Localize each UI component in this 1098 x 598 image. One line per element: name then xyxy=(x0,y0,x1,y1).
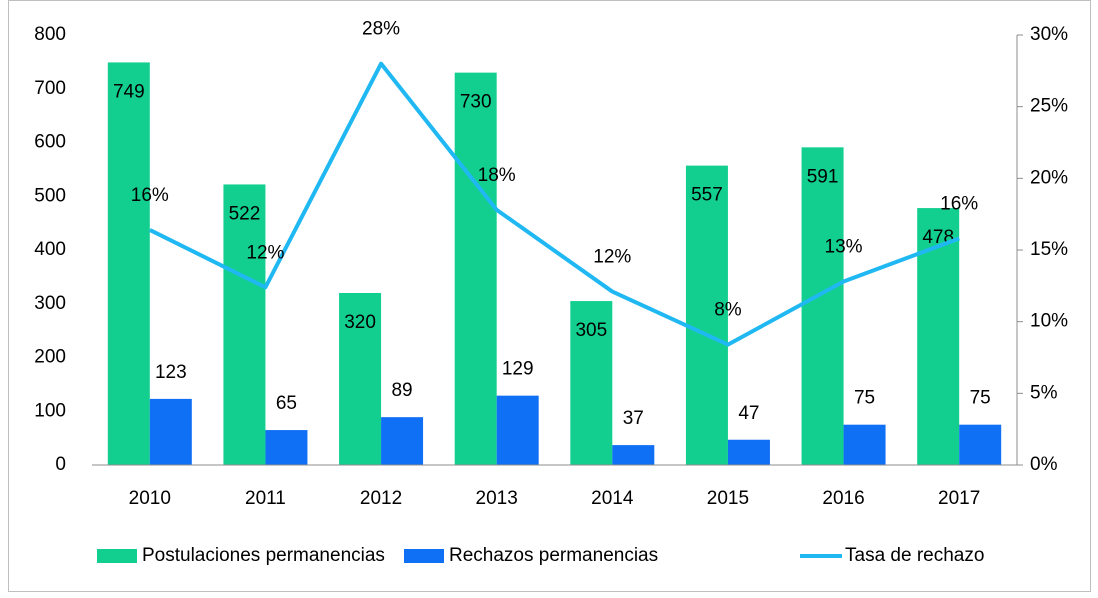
bar-value-label: 123 xyxy=(155,362,187,383)
y2-tick-label: 10% xyxy=(1030,311,1068,332)
legend-swatch xyxy=(97,549,137,563)
x-tick-label: 2010 xyxy=(129,488,171,509)
x-tick-label: 2014 xyxy=(591,488,634,509)
y-tick-label: 300 xyxy=(34,293,66,314)
bar xyxy=(223,184,266,466)
y2-tick-label: 0% xyxy=(1030,454,1058,475)
bar-value-label: 320 xyxy=(344,312,376,333)
y-tick-label: 800 xyxy=(34,24,66,45)
line-value-label: 16% xyxy=(131,185,169,206)
legend-label: Rechazos permanencias xyxy=(449,545,658,566)
line-value-label: 12% xyxy=(246,242,284,263)
bar xyxy=(801,147,844,465)
bar-value-label: 730 xyxy=(460,92,492,113)
bar xyxy=(843,424,886,465)
bar xyxy=(570,301,613,465)
x-tick-label: 2016 xyxy=(822,488,864,509)
bar xyxy=(381,417,424,465)
bar xyxy=(727,439,770,465)
bar-value-label: 75 xyxy=(970,388,991,409)
x-tick-label: 2011 xyxy=(245,488,286,509)
bar-value-label: 305 xyxy=(575,320,607,341)
bar-value-label: 129 xyxy=(502,359,534,380)
line-value-label: 18% xyxy=(478,165,516,186)
bar-value-label: 522 xyxy=(229,203,261,224)
line xyxy=(148,61,960,347)
y-tick-label: 0 xyxy=(55,454,66,475)
x-tick-label: 2017 xyxy=(938,488,980,509)
y2-tick-label: 15% xyxy=(1030,239,1068,260)
bar-value-label: 749 xyxy=(113,81,145,102)
y2-tick-label: 20% xyxy=(1030,167,1068,188)
x-tick-label: 2015 xyxy=(707,488,749,509)
legend-swatch xyxy=(404,549,444,563)
bar-value-label: 37 xyxy=(623,408,644,429)
bar-value-label: 591 xyxy=(807,166,839,187)
line-value-label: 28% xyxy=(362,19,400,40)
legend-label: Tasa de rechazo xyxy=(845,545,984,566)
bar-value-label: 75 xyxy=(854,388,875,409)
bar xyxy=(959,424,1002,465)
bar xyxy=(612,445,655,465)
line-value-label: 16% xyxy=(940,194,978,215)
x-tick-label: 2013 xyxy=(476,488,518,509)
y2-tick-label: 30% xyxy=(1030,24,1068,45)
legend-label: Postulaciones permanencias xyxy=(142,545,385,566)
chart-border xyxy=(8,0,1091,592)
line-value-label: 13% xyxy=(825,237,863,258)
line-value-label: 8% xyxy=(714,300,742,321)
line-value-label: 12% xyxy=(593,247,631,268)
y-tick-label: 100 xyxy=(34,400,66,421)
x-tick-label: 2012 xyxy=(360,488,402,509)
bar xyxy=(339,293,382,465)
y-tick-label: 700 xyxy=(34,78,66,99)
y2-tick-label: 25% xyxy=(1030,96,1068,117)
y-tick-label: 500 xyxy=(34,185,66,206)
bar-value-label: 557 xyxy=(691,185,723,206)
bar xyxy=(149,398,192,465)
bar xyxy=(685,165,728,466)
y-tick-label: 600 xyxy=(34,132,66,153)
bar xyxy=(454,72,497,465)
bar-value-label: 65 xyxy=(276,393,297,414)
y-tick-label: 400 xyxy=(34,239,66,260)
bar xyxy=(265,430,308,465)
bar-value-label: 89 xyxy=(391,380,412,401)
y2-tick-label: 5% xyxy=(1030,382,1058,403)
bar xyxy=(496,395,539,465)
bar xyxy=(107,62,150,465)
y-tick-label: 200 xyxy=(34,347,66,368)
bar-value-label: 47 xyxy=(738,403,759,424)
